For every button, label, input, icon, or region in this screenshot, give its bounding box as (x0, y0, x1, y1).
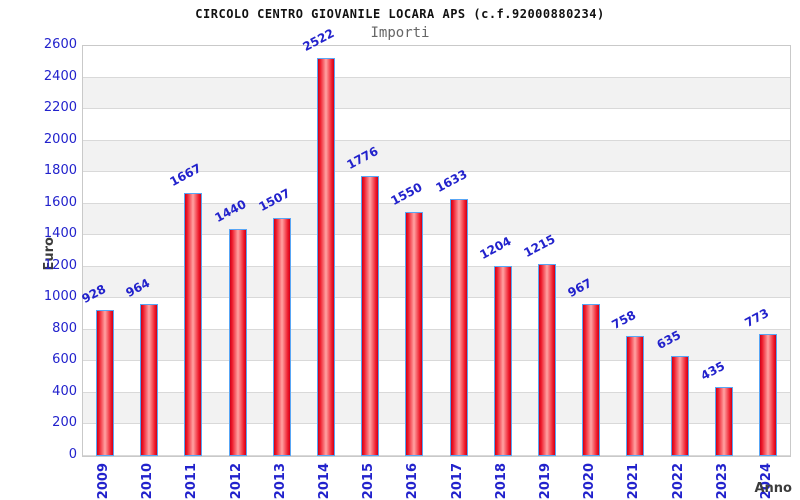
x-tick-label: 2018 (493, 463, 509, 500)
bar-2009 (96, 309, 115, 456)
x-tick-label: 2021 (626, 463, 642, 500)
bar-value-label: 1667 (167, 161, 204, 190)
bar-2021 (626, 336, 645, 456)
y-tick-label: 400 (52, 383, 77, 399)
grid-band (83, 46, 790, 78)
bar-2011 (184, 193, 203, 456)
bar-value-label: 964 (123, 275, 153, 300)
plot-area: 928 964 1667 1440 1507 2522 1776 1550 1633 1204 12… (79, 26, 791, 457)
y-tick-label: 0 (68, 447, 77, 462)
x-tick-label: 2011 (184, 463, 200, 500)
chart-title: CIRCOLO CENTRO GIOVANILE LOCARA APS (c.f… (195, 7, 605, 21)
y-tick-label: 1000 (43, 289, 77, 305)
bar-value-label: 773 (742, 305, 772, 331)
y-tick-label: 600 (52, 352, 77, 368)
grid-band (83, 109, 790, 141)
x-axis: 2009 2010 2011 2012 2013 2014 2015 2016 2017 2018… (82, 463, 789, 500)
y-tick-label: 1400 (43, 226, 77, 242)
x-tick-label: 2019 (537, 463, 553, 500)
x-axis-label: Anno (754, 481, 792, 496)
bar-value-label: 928 (79, 281, 109, 306)
bars-layer (83, 46, 790, 456)
bar-2022 (670, 355, 689, 456)
bar-value-label: 1776 (344, 143, 381, 172)
bar-2018 (493, 266, 512, 456)
bar-2017 (449, 198, 468, 456)
y-tick-label: 2600 (43, 37, 77, 52)
bar-value-label: 1440 (212, 196, 249, 225)
y-tick-label: 1600 (43, 194, 77, 210)
x-tick-label: 2015 (361, 463, 377, 500)
bar-value-label: 1633 (433, 166, 470, 195)
x-tick-label: 2022 (670, 463, 686, 500)
bar-value-label: 1204 (477, 234, 514, 263)
bar-value-labels-layer: 928 964 1667 1440 1507 2522 1776 1550 1633 1204 12… (79, 26, 790, 456)
bar-value-label: 1507 (256, 186, 293, 215)
bar-value-label: 635 (653, 327, 683, 352)
y-tick-label: 1800 (43, 163, 77, 179)
grid-band (83, 77, 790, 110)
chart-subtitle: Importi (370, 25, 430, 41)
y-tick-label: 1200 (43, 257, 77, 273)
x-tick-label: 2014 (317, 463, 333, 500)
bar-2013 (272, 218, 291, 456)
bar-value-label: 758 (609, 308, 639, 333)
x-tick-label: 2016 (405, 463, 421, 500)
bar-value-label: 1215 (521, 232, 558, 261)
x-tick-label: 2017 (449, 463, 465, 500)
bar-2010 (140, 304, 159, 456)
y-tick-label: 800 (52, 320, 77, 336)
y-tick-label: 200 (52, 415, 77, 431)
bar-value-label: 967 (565, 275, 595, 300)
grid-band (83, 140, 790, 173)
grid-band (83, 172, 790, 204)
bar-2014 (317, 58, 336, 456)
bar-2015 (361, 175, 380, 456)
bar-value-label: 435 (698, 359, 727, 384)
bar-2024 (758, 334, 777, 456)
bar-2019 (537, 264, 556, 456)
x-tick-label: 2020 (582, 463, 598, 500)
x-tick-label: 2012 (228, 463, 244, 500)
bar-2012 (228, 228, 247, 456)
x-tick-label: 2010 (140, 463, 156, 500)
y-tick-label: 2200 (43, 100, 77, 116)
x-tick-label: 2013 (272, 463, 288, 500)
bar-value-label: 1550 (388, 179, 425, 208)
bar-2016 (405, 211, 424, 456)
y-axis: 0 200 400 600 800 1000 1200 1400 1600 1800 2000 220… (0, 38, 77, 462)
x-tick-label: 2023 (714, 463, 730, 500)
y-tick-label: 2000 (43, 131, 77, 147)
bar-2020 (582, 303, 601, 456)
x-tick-label: 2009 (96, 463, 112, 500)
bar-2023 (714, 387, 733, 456)
y-tick-label: 2400 (43, 68, 77, 84)
